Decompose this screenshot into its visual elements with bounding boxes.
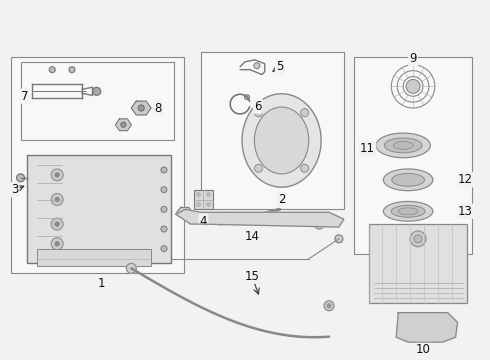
Circle shape [414,235,422,243]
Polygon shape [131,101,151,115]
Circle shape [55,222,59,226]
Circle shape [51,238,63,250]
Text: 13: 13 [458,205,473,218]
Ellipse shape [393,141,413,149]
Circle shape [430,323,436,328]
Bar [21,62,174,140]
Circle shape [255,165,263,172]
Text: 14: 14 [245,230,259,243]
Circle shape [301,165,309,172]
Circle shape [445,332,451,338]
Circle shape [161,226,167,232]
Circle shape [49,67,55,73]
Ellipse shape [392,206,425,217]
Polygon shape [177,207,193,217]
Ellipse shape [392,174,424,186]
Bar [194,190,213,209]
Polygon shape [176,209,344,227]
Circle shape [51,169,63,181]
Circle shape [161,187,167,193]
Bar [11,57,184,273]
Text: 8: 8 [154,102,162,114]
Text: 4: 4 [200,215,207,228]
Circle shape [301,109,309,117]
Ellipse shape [376,133,430,158]
Circle shape [406,80,420,93]
Circle shape [255,109,263,117]
Circle shape [314,219,324,229]
Ellipse shape [254,107,309,174]
Circle shape [55,173,59,177]
Circle shape [335,235,343,243]
Polygon shape [396,312,458,342]
Text: 2: 2 [278,193,285,206]
Text: 5: 5 [276,60,283,73]
Ellipse shape [383,202,433,221]
Circle shape [324,301,334,311]
Ellipse shape [398,208,418,215]
Bar [27,155,171,264]
Text: 11: 11 [360,142,375,155]
Circle shape [138,105,144,111]
Circle shape [196,202,200,206]
Ellipse shape [384,138,422,153]
Circle shape [245,95,249,100]
Circle shape [225,212,235,222]
Text: 12: 12 [458,173,473,186]
Circle shape [196,193,200,197]
Circle shape [410,231,426,247]
Circle shape [51,194,63,206]
Bar [200,52,344,209]
Circle shape [69,67,75,73]
Text: 1: 1 [98,276,105,289]
Circle shape [327,304,331,308]
Polygon shape [116,119,131,131]
Circle shape [55,198,59,202]
Circle shape [161,206,167,212]
Circle shape [206,193,210,197]
Circle shape [93,87,100,95]
Text: 15: 15 [245,270,259,283]
Text: 7: 7 [21,90,28,103]
Circle shape [126,264,136,273]
Text: 6: 6 [254,100,262,113]
Text: 3: 3 [11,183,18,196]
Bar [368,224,467,303]
Circle shape [121,122,126,127]
Circle shape [407,324,413,330]
Bar [354,57,472,253]
Circle shape [254,63,260,69]
Circle shape [161,246,167,252]
Text: 9: 9 [409,52,417,66]
Ellipse shape [242,94,321,187]
Bar [37,249,151,266]
Circle shape [206,202,210,206]
Circle shape [51,218,63,230]
Circle shape [17,174,24,182]
Circle shape [161,167,167,173]
Text: 10: 10 [416,342,430,356]
Circle shape [55,242,59,246]
Ellipse shape [383,169,433,191]
